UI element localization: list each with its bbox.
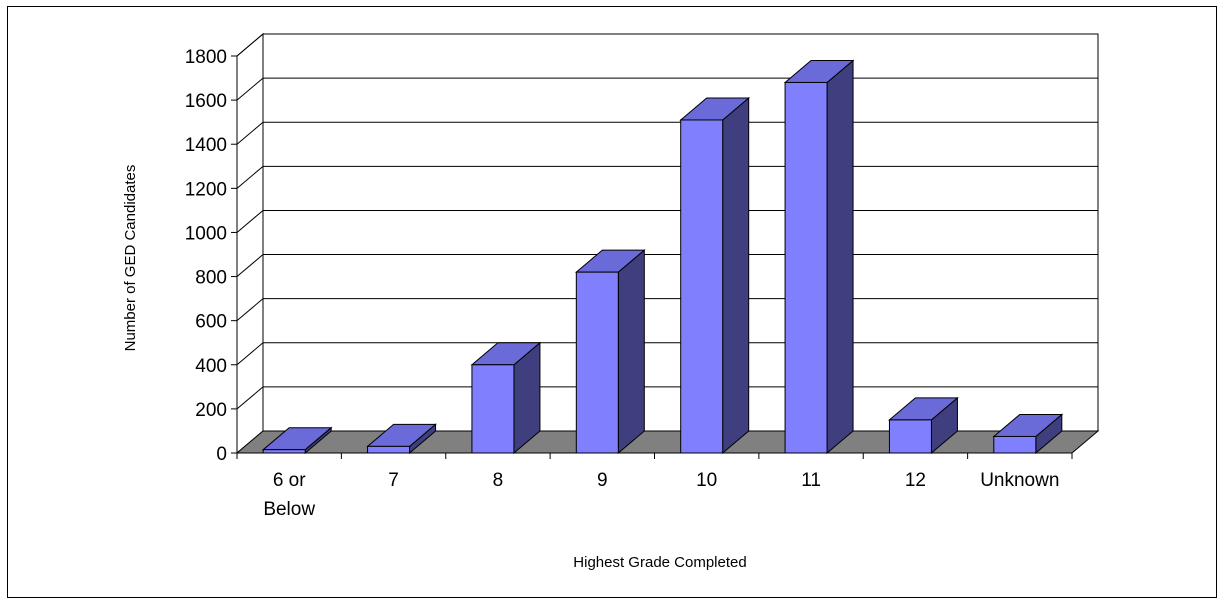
gridline-side — [236, 342, 264, 366]
x-tick-label-line: 7 — [388, 470, 399, 491]
floor-plane — [235, 430, 1100, 454]
bar-front — [680, 119, 724, 454]
x-tick-label: 6 or Below — [263, 470, 315, 520]
x-tick-label-line: Below — [263, 499, 315, 520]
y-axis-title: Number of GED Candidates — [122, 165, 139, 352]
y-tick-label: 800 — [195, 268, 227, 289]
gridline-side — [236, 165, 264, 189]
x-tick-label-line: 12 — [905, 470, 926, 491]
gridline-side — [236, 121, 264, 145]
axes — [231, 55, 1073, 459]
x-tick-label: 12 — [905, 470, 926, 491]
x-tick-label: Unknown — [980, 470, 1059, 491]
bars — [261, 59, 1064, 455]
bar-front — [575, 271, 619, 454]
x-tick-label-line: 10 — [696, 470, 717, 491]
bar-front — [993, 435, 1037, 454]
bar-10 — [679, 96, 751, 455]
gridline-side — [236, 77, 264, 101]
x-tick-label-line: Unknown — [980, 470, 1059, 491]
y-tick-label: 1800 — [185, 47, 227, 68]
bar-9 — [574, 249, 646, 455]
y-tick-label: 1200 — [185, 179, 227, 200]
bar-side — [617, 249, 645, 455]
x-tick-label-line: 8 — [493, 470, 504, 491]
y-tick-label: 1600 — [185, 91, 227, 112]
x-tick-label: 11 — [801, 470, 821, 491]
bar-side — [722, 96, 750, 455]
y-tick-label: 200 — [195, 400, 227, 421]
bar-front — [784, 81, 828, 454]
bar-8 — [470, 341, 542, 455]
x-tick-label: 10 — [696, 470, 717, 491]
x-tick-label: 9 — [597, 470, 608, 491]
x-tick-label-line: 9 — [597, 470, 608, 491]
bar-front — [888, 419, 932, 454]
gridline-side — [236, 33, 264, 57]
gridline-side — [236, 386, 264, 410]
bar-front — [471, 364, 515, 454]
bar-unknown — [992, 413, 1064, 455]
gridline-side — [236, 254, 264, 277]
bar-6-or-below — [261, 426, 333, 455]
gridline-side — [236, 210, 264, 233]
y-tick-label: 1400 — [185, 135, 227, 156]
y-tick-label: 0 — [216, 444, 227, 465]
y-tick-labels: 0 200 400 600 800 1000 1200 1400 1600 1800 — [185, 47, 227, 465]
bar-front — [367, 445, 411, 454]
x-tick-label-line: 11 — [801, 470, 821, 491]
y-tick-label: 400 — [195, 356, 227, 377]
bar-12 — [888, 396, 959, 455]
x-axis-title: Highest Grade Completed — [573, 554, 746, 571]
plot-walls — [236, 32, 1099, 455]
bar-side — [826, 59, 854, 455]
chart-floor — [235, 430, 1100, 454]
x-tick-label: 8 — [493, 470, 504, 491]
bar-11 — [783, 59, 855, 455]
y-tick-label: 600 — [195, 312, 227, 333]
gridline-side — [236, 298, 264, 322]
x-tick-label: 7 — [388, 470, 399, 491]
x-tick-labels: 6 or Below 7 8 9 10 11 12 Unknown — [263, 470, 1059, 520]
y-tick-label: 1000 — [185, 223, 227, 244]
x-tick-label-line: 6 or — [273, 470, 306, 491]
